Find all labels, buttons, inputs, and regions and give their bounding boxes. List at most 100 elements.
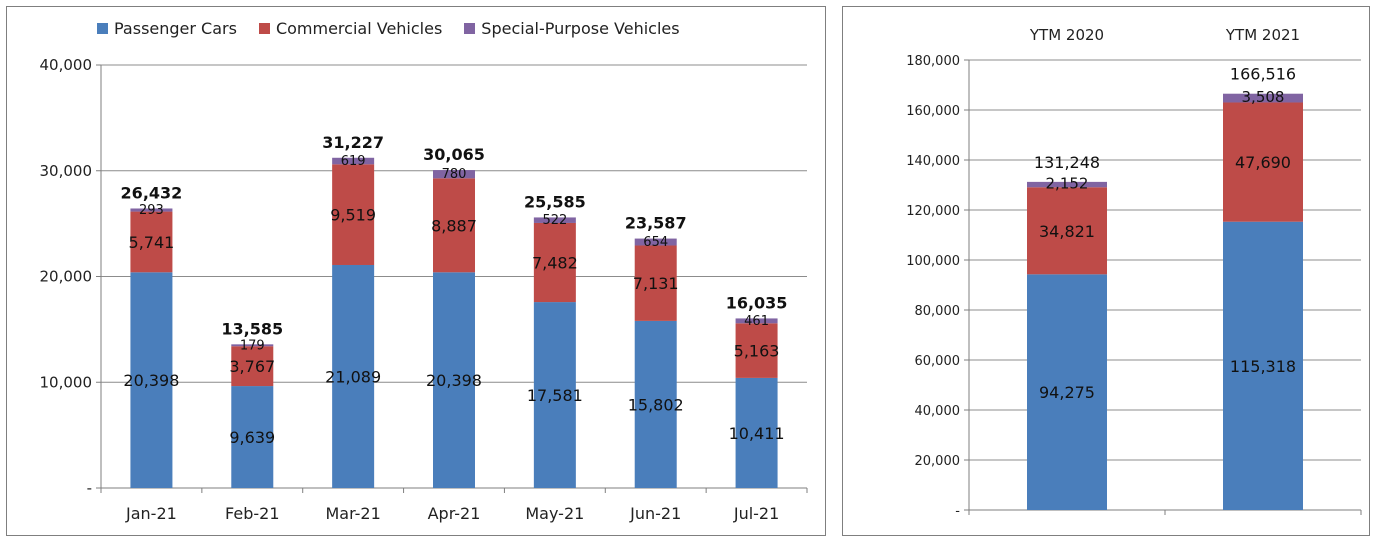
bar-segment-commercial-vehicles — [130, 211, 173, 273]
data-label-special-purpose-vehicles: 3,508 — [1242, 88, 1285, 106]
data-label-commercial-vehicles: 7,131 — [633, 274, 679, 293]
total-label: 26,432 — [121, 183, 183, 202]
y-tick-label: 80,000 — [915, 304, 961, 319]
total-label: 166,516 — [1230, 65, 1296, 84]
bar-segment-passenger-cars — [231, 386, 274, 488]
bar-segment-passenger-cars — [130, 272, 173, 488]
data-label-special-purpose-vehicles: 522 — [542, 213, 567, 228]
data-label-commercial-vehicles: 5,163 — [734, 342, 780, 361]
bar-segment-passenger-cars — [332, 264, 375, 488]
legend-swatch-passenger-cars — [97, 23, 108, 34]
data-label-passenger-cars: 94,275 — [1039, 383, 1095, 402]
ytm-sales-chart: - 20,000 40,000 60,000 80,000 100,000 120,000 1… — [842, 6, 1370, 536]
y-tick-label: 40,000 — [915, 404, 961, 419]
bar-segment-special-purpose-vehicles — [533, 217, 576, 223]
category-label: May-21 — [525, 504, 584, 523]
legend-item-passenger-cars: Passenger Cars — [97, 19, 237, 38]
category-label: YTM 2020 — [1029, 26, 1104, 44]
category-label: Apr-21 — [428, 504, 481, 523]
y-tick-label: 120,000 — [906, 204, 960, 219]
data-label-commercial-vehicles: 7,482 — [532, 254, 578, 273]
data-label-passenger-cars: 20,398 — [426, 371, 482, 390]
data-label-special-purpose-vehicles: 293 — [139, 203, 164, 218]
legend-item-commercial-vehicles: Commercial Vehicles — [258, 19, 443, 38]
y-tick-label: - — [955, 504, 960, 519]
data-label-special-purpose-vehicles: 461 — [744, 314, 769, 329]
bar-segment-commercial-vehicles — [433, 178, 475, 273]
ytm-sales-plot: - 20,000 40,000 60,000 80,000 100,000 120,000 1… — [906, 26, 1362, 519]
data-label-special-purpose-vehicles: 654 — [643, 235, 668, 250]
bar-segment-passenger-cars — [533, 302, 576, 488]
legend-swatch-special-purpose-vehicles — [464, 23, 476, 34]
legend-swatch-commercial-vehicles — [258, 23, 270, 34]
data-label-passenger-cars: 115,318 — [1230, 357, 1296, 376]
total-label: 16,035 — [726, 293, 788, 312]
bar-segment-special-purpose-vehicles — [433, 170, 475, 179]
total-label: 23,587 — [625, 214, 687, 233]
data-label-special-purpose-vehicles: 179 — [240, 338, 265, 353]
y-tick-label: 60,000 — [915, 354, 961, 369]
bar-segment-commercial-vehicles — [735, 323, 778, 378]
bar-segment-commercial-vehicles — [1223, 102, 1303, 222]
data-label-commercial-vehicles: 9,519 — [330, 206, 376, 225]
y-tick-label: 100,000 — [906, 254, 960, 269]
legend-item-special-purpose-vehicles: Special-Purpose Vehicles — [464, 19, 680, 38]
y-tick-label: 40,000 — [40, 56, 93, 74]
monthly-sales-chart: Passenger Cars Commercial Vehicles Speci… — [6, 6, 826, 536]
bar-segment-commercial-vehicles — [634, 245, 677, 321]
monthly-sales-plot: -10,00020,00030,00040,00020,3985,7412932… — [40, 56, 808, 523]
total-label: 13,585 — [221, 319, 283, 338]
data-label-commercial-vehicles: 3,767 — [229, 357, 275, 376]
data-label-passenger-cars: 21,089 — [325, 367, 381, 386]
category-label: Feb-21 — [225, 504, 279, 523]
bar-segment-special-purpose-vehicles — [332, 157, 375, 165]
data-label-special-purpose-vehicles: 619 — [341, 154, 366, 169]
bar-segment-special-purpose-vehicles — [1027, 181, 1107, 188]
y-tick-label: 140,000 — [906, 154, 960, 169]
bar-segment-commercial-vehicles — [533, 222, 576, 303]
data-label-commercial-vehicles: 5,741 — [129, 233, 175, 252]
y-tick-label: - — [87, 479, 92, 497]
legend-label-passenger-cars: Passenger Cars — [114, 19, 237, 38]
data-label-special-purpose-vehicles: 2,152 — [1046, 175, 1089, 193]
category-label: Mar-21 — [325, 504, 380, 523]
bar-segment-special-purpose-vehicles — [130, 208, 173, 212]
data-label-passenger-cars: 15,802 — [628, 395, 684, 414]
y-tick-label: 160,000 — [906, 104, 960, 119]
bar-segment-special-purpose-vehicles — [231, 344, 274, 347]
category-label: YTM 2021 — [1225, 26, 1300, 44]
y-tick-label: 180,000 — [906, 54, 960, 69]
data-label-commercial-vehicles: 8,887 — [431, 216, 477, 235]
bar-segment-commercial-vehicles — [231, 346, 274, 387]
data-label-passenger-cars: 9,639 — [229, 428, 275, 447]
y-tick-label: 10,000 — [40, 373, 93, 391]
legend-label-commercial-vehicles: Commercial Vehicles — [275, 19, 443, 38]
bar-segment-passenger-cars — [433, 272, 475, 488]
category-label: Jun-21 — [629, 504, 681, 523]
data-label-commercial-vehicles: 47,690 — [1235, 153, 1291, 172]
bar-segment-special-purpose-vehicles — [1223, 93, 1303, 103]
total-label: 31,227 — [322, 133, 384, 152]
category-label: Jul-21 — [733, 504, 779, 523]
bar-segment-passenger-cars — [634, 320, 677, 488]
y-tick-label: 30,000 — [40, 162, 93, 180]
total-label: 30,065 — [423, 145, 485, 164]
y-tick-label: 20,000 — [915, 454, 961, 469]
bar-segment-commercial-vehicles — [332, 164, 375, 265]
data-label-passenger-cars: 20,398 — [123, 371, 179, 390]
data-label-commercial-vehicles: 34,821 — [1039, 222, 1095, 241]
data-label-passenger-cars: 10,411 — [729, 424, 785, 443]
legend-label-special-purpose-vehicles: Special-Purpose Vehicles — [481, 19, 680, 38]
bar-segment-special-purpose-vehicles — [735, 318, 778, 324]
data-label-special-purpose-vehicles: 780 — [442, 167, 467, 182]
bar-segment-passenger-cars — [1223, 221, 1303, 510]
chart-legend: Passenger Cars Commercial Vehicles Speci… — [97, 19, 680, 38]
bar-segment-passenger-cars — [1027, 274, 1107, 510]
y-tick-label: 20,000 — [40, 268, 93, 286]
total-label: 131,248 — [1034, 153, 1100, 172]
bar-segment-special-purpose-vehicles — [634, 238, 677, 246]
bar-segment-commercial-vehicles — [1027, 187, 1107, 275]
data-label-passenger-cars: 17,581 — [527, 386, 583, 405]
bar-segment-passenger-cars — [735, 377, 778, 488]
total-label: 25,585 — [524, 192, 586, 211]
